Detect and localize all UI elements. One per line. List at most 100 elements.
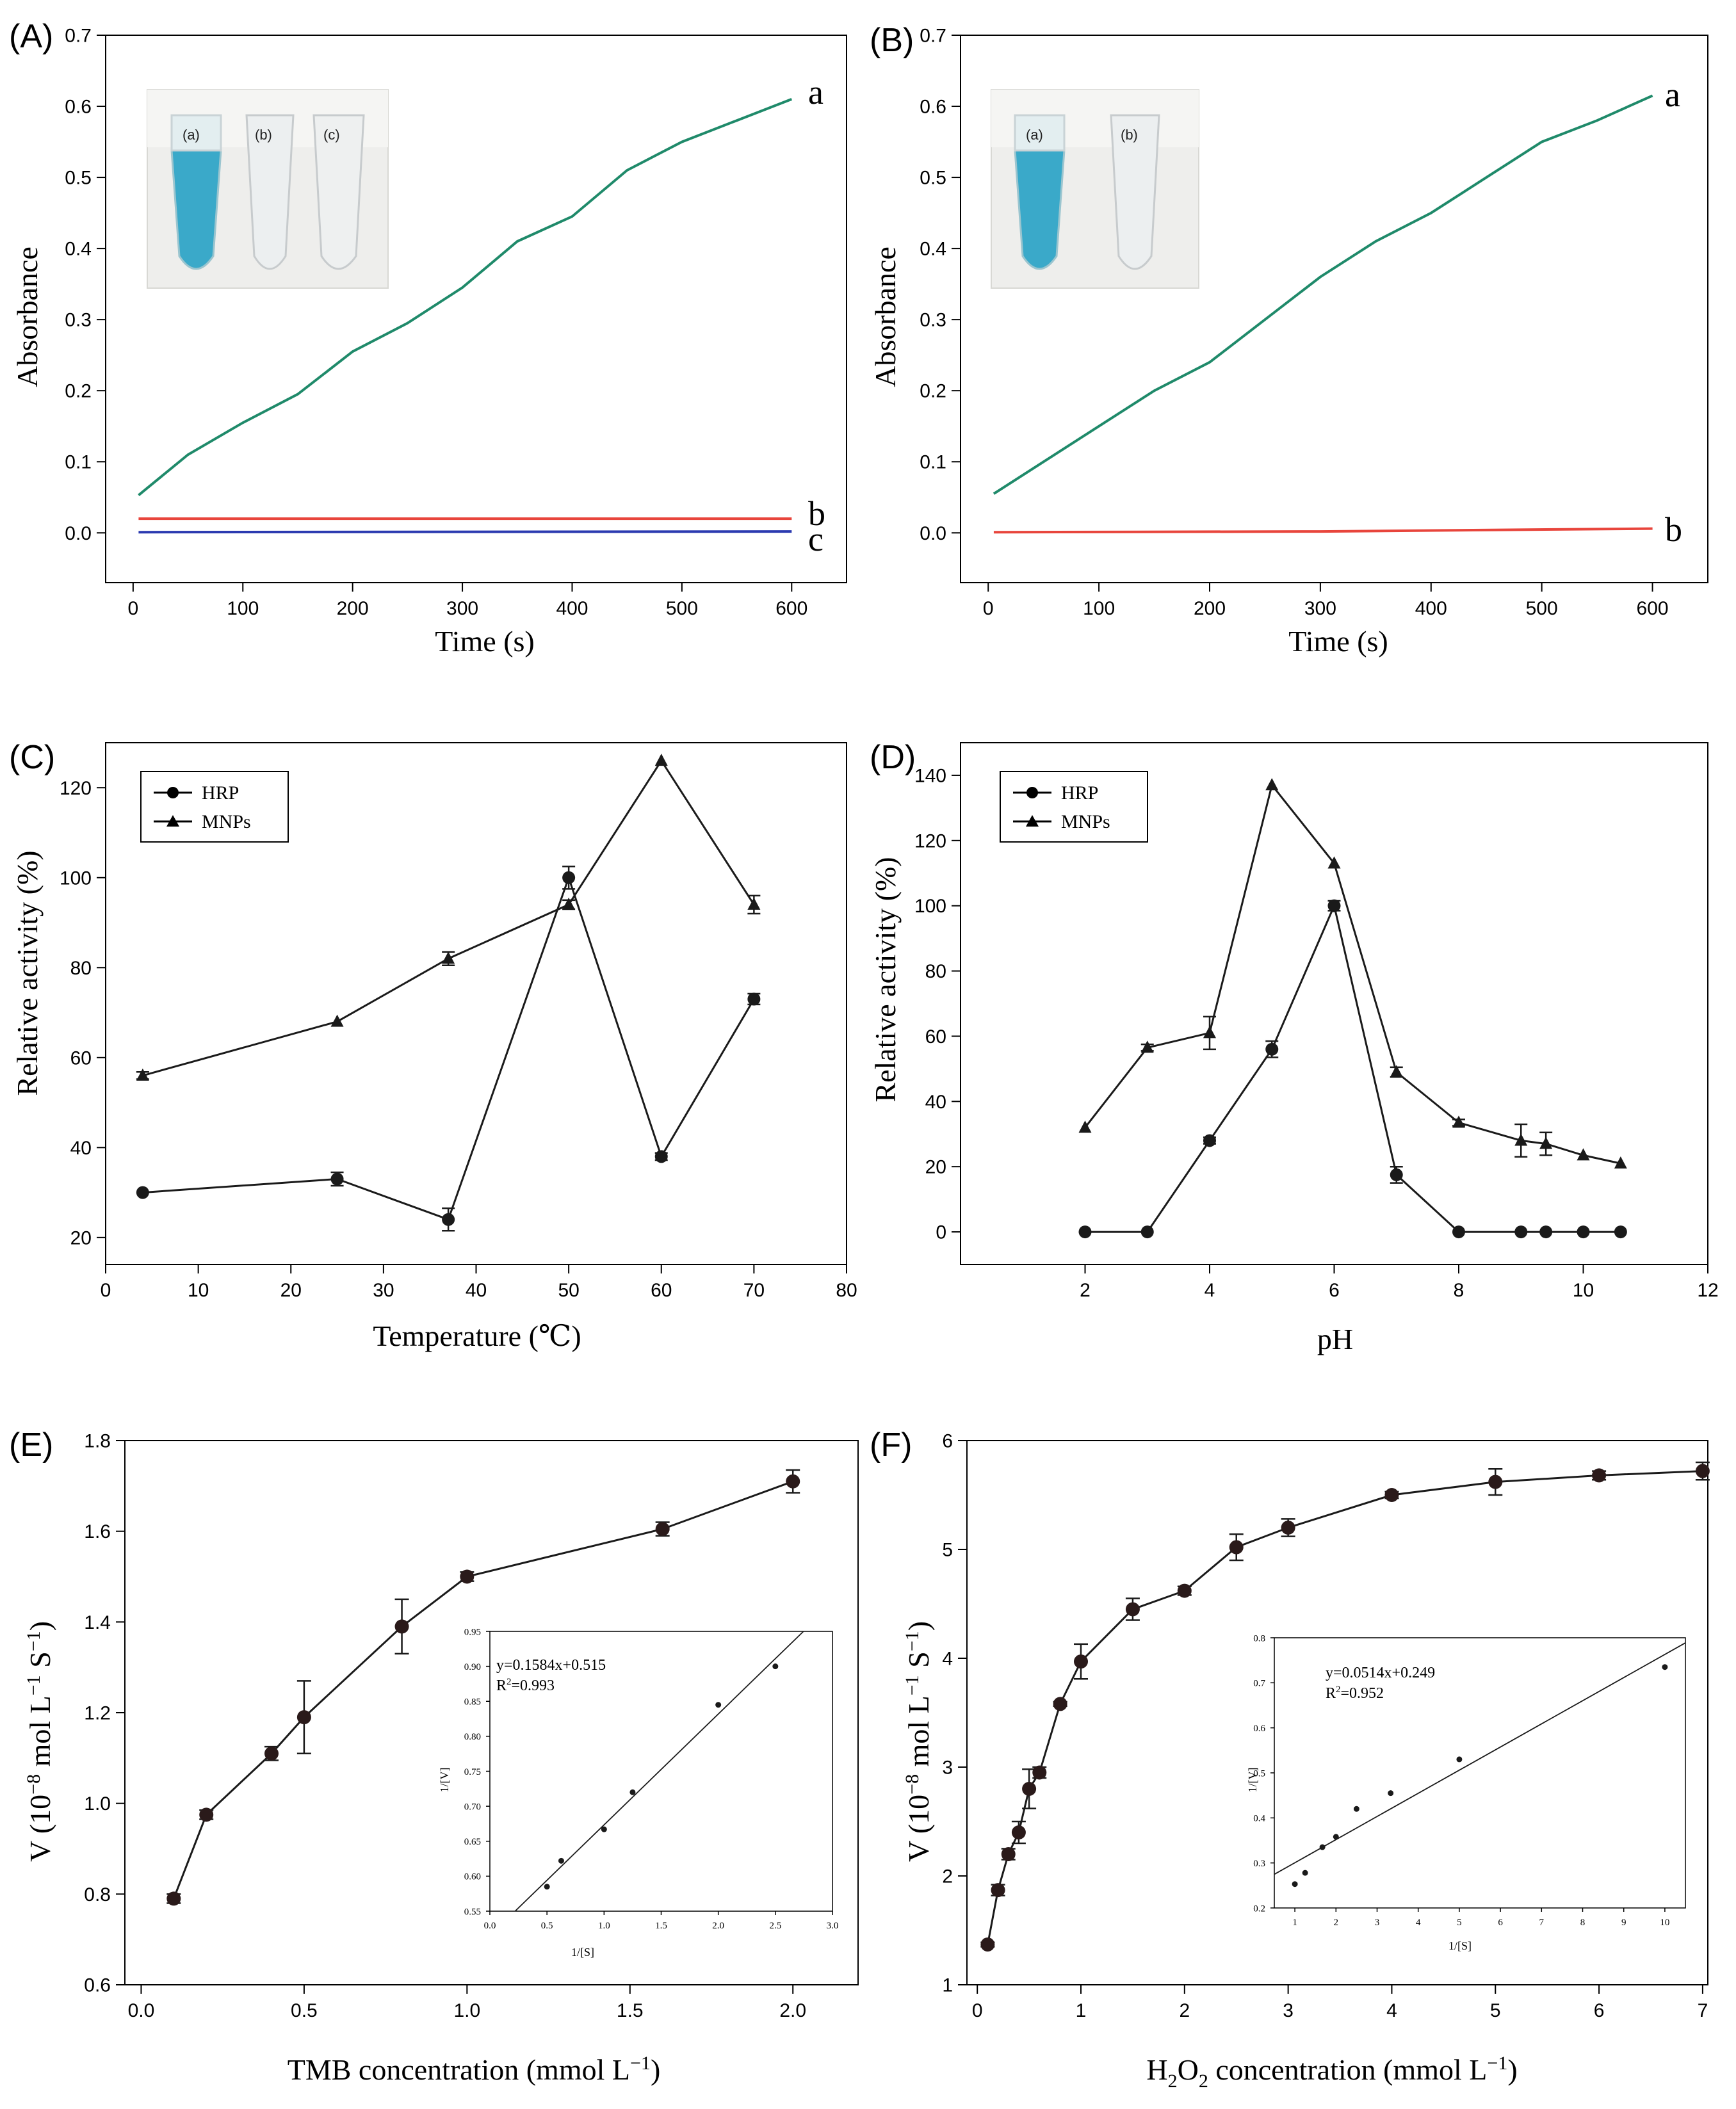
x-tick-label: 6	[1329, 1280, 1340, 1301]
x-tick-label: 1.0	[453, 2000, 480, 2021]
x-tick-label: 0.0	[484, 1921, 496, 1931]
x-tick-label: 2	[1179, 2000, 1190, 2021]
x-tick-label: 3	[1375, 1918, 1380, 1928]
y-tick-label: 0.4	[920, 239, 946, 260]
y-tick-label: 1.4	[84, 1612, 111, 1633]
y-tick-label: 0.0	[65, 523, 92, 544]
y-tick-label: 6	[942, 1431, 953, 1452]
data-point	[1265, 1042, 1279, 1056]
legend-label-hrp: HRP	[202, 782, 239, 804]
y-tick-label: 0.7	[920, 26, 946, 47]
x-tick-label: 20	[280, 1280, 302, 1301]
inset-r2-f: R2=0.952	[1326, 1685, 1384, 1702]
x-tick-label: 1	[1076, 2000, 1087, 2021]
y-tick-label: 1.8	[84, 1431, 111, 1452]
data-point	[264, 1746, 279, 1761]
x-tick-label: 100	[1083, 598, 1115, 619]
y-axis-title-a: Absorbance	[11, 246, 44, 387]
data-point	[460, 1569, 475, 1584]
y-tick-label: 20	[70, 1227, 92, 1248]
series-line-a	[138, 98, 793, 496]
data-point	[1053, 1697, 1067, 1711]
x-tick-label: 7	[1698, 2000, 1708, 2021]
y-tick-label: 0.4	[65, 239, 92, 260]
y-tick-label: 0.2	[920, 381, 946, 402]
x-tick-label: 2	[1080, 1280, 1091, 1301]
data-point	[1390, 1065, 1403, 1078]
data-point	[1011, 1825, 1026, 1839]
plot-frame	[105, 35, 847, 583]
legend-label-hrp: HRP	[1061, 782, 1098, 804]
data-point	[1032, 1765, 1047, 1780]
panel-label-B: (B)	[870, 22, 914, 59]
curve-label-a: a	[808, 73, 823, 111]
data-point	[1614, 1225, 1627, 1239]
y-tick-label: 1	[942, 1975, 953, 1996]
x-tick-label: 2.0	[712, 1921, 724, 1931]
y-tick-label: 120	[914, 830, 946, 852]
legend-marker-mnps	[166, 815, 179, 827]
y-tick-label: 0.0	[920, 523, 946, 544]
tube-label-b: (b)	[255, 127, 272, 143]
series-line-a	[993, 94, 1653, 495]
inset-data-point	[544, 1884, 550, 1890]
y-tick-label: 0.3	[1253, 1859, 1265, 1869]
chart-panel-c: HRP MNPs Relative activity (%) Temperatu…	[11, 771, 581, 1352]
x-tick-label: 500	[1526, 598, 1558, 619]
y-tick-label: 0.95	[464, 1627, 481, 1637]
x-tick-label: 1.0	[598, 1921, 610, 1931]
y-tick-label: 0.5	[920, 168, 946, 189]
data-point	[1078, 1120, 1092, 1133]
data-point	[1614, 1156, 1627, 1169]
data-point	[442, 1213, 455, 1226]
y-tick-label: 40	[70, 1138, 92, 1159]
tube-label-a: (a)	[1026, 127, 1043, 143]
legend-label-mnps: MNPs	[1061, 811, 1110, 832]
x-tick-label: 4	[1416, 1918, 1421, 1928]
data-point	[1229, 1540, 1244, 1555]
curve-label-b: b	[1665, 510, 1682, 549]
x-axis-title-f: H2O2 concentration (mmol L−1)	[1146, 2053, 1517, 2092]
x-tick-label: 6	[1498, 1918, 1503, 1928]
data-point	[1140, 1040, 1154, 1053]
data-point	[654, 1150, 668, 1163]
x-tick-label: 1.5	[655, 1921, 667, 1931]
data-point	[1125, 1602, 1140, 1617]
x-tick-label: 300	[1304, 598, 1336, 619]
y-tick-label: 0.2	[65, 381, 92, 402]
legend-d: HRP MNPs	[1000, 771, 1148, 843]
chart-marks: 0 100 200 300 400 500 6000.00.10.20.30.40.50.6…	[60, 26, 1719, 2022]
inset-y-title-f: 1/[V]	[1246, 1768, 1259, 1793]
y-tick-label: 20	[925, 1157, 946, 1178]
data-point	[786, 1474, 800, 1489]
legend-marker-hrp	[1026, 787, 1038, 798]
y-tick-label: 0.1	[920, 452, 946, 473]
inset-equation-f: y=0.0514x+0.249	[1326, 1665, 1435, 1681]
y-tick-label: 0	[936, 1222, 946, 1243]
panel-a-plot: 0 100 200 300 400 500 600 0.0 0.1 0.2 0.3 0.4 0.5 0.6…	[65, 26, 847, 619]
legend-marker-mnps	[1026, 815, 1039, 827]
x-tick-label: 2.5	[769, 1921, 781, 1931]
inset-y-title-e: 1/[V]	[438, 1768, 451, 1793]
data-point	[562, 897, 576, 910]
inset-background	[1236, 1631, 1695, 1962]
x-tick-label: 0	[972, 2000, 983, 2021]
x-tick-label: 1.5	[617, 2000, 644, 2021]
data-point	[1177, 1583, 1192, 1598]
y-tick-label: 100	[60, 868, 92, 889]
data-point	[1078, 1225, 1092, 1239]
x-tick-label: 100	[227, 598, 259, 619]
y-tick-label: 60	[70, 1047, 92, 1069]
plot-frame	[966, 1440, 1708, 1985]
y-tick-label: 5	[942, 1540, 953, 1561]
panel-e-plot: 0.0 0.5 1.0 1.5 2.00.60.81.01.21.41.61.80.0 0…	[84, 1431, 859, 2021]
y-tick-label: 2	[942, 1866, 953, 1887]
panel-label-C: (C)	[9, 739, 55, 776]
data-point	[747, 897, 761, 910]
data-point	[136, 1186, 149, 1199]
y-tick-label: 0.4	[1253, 1814, 1265, 1824]
y-tick-label: 0.6	[1253, 1724, 1265, 1734]
x-tick-label: 0.5	[541, 1921, 553, 1931]
